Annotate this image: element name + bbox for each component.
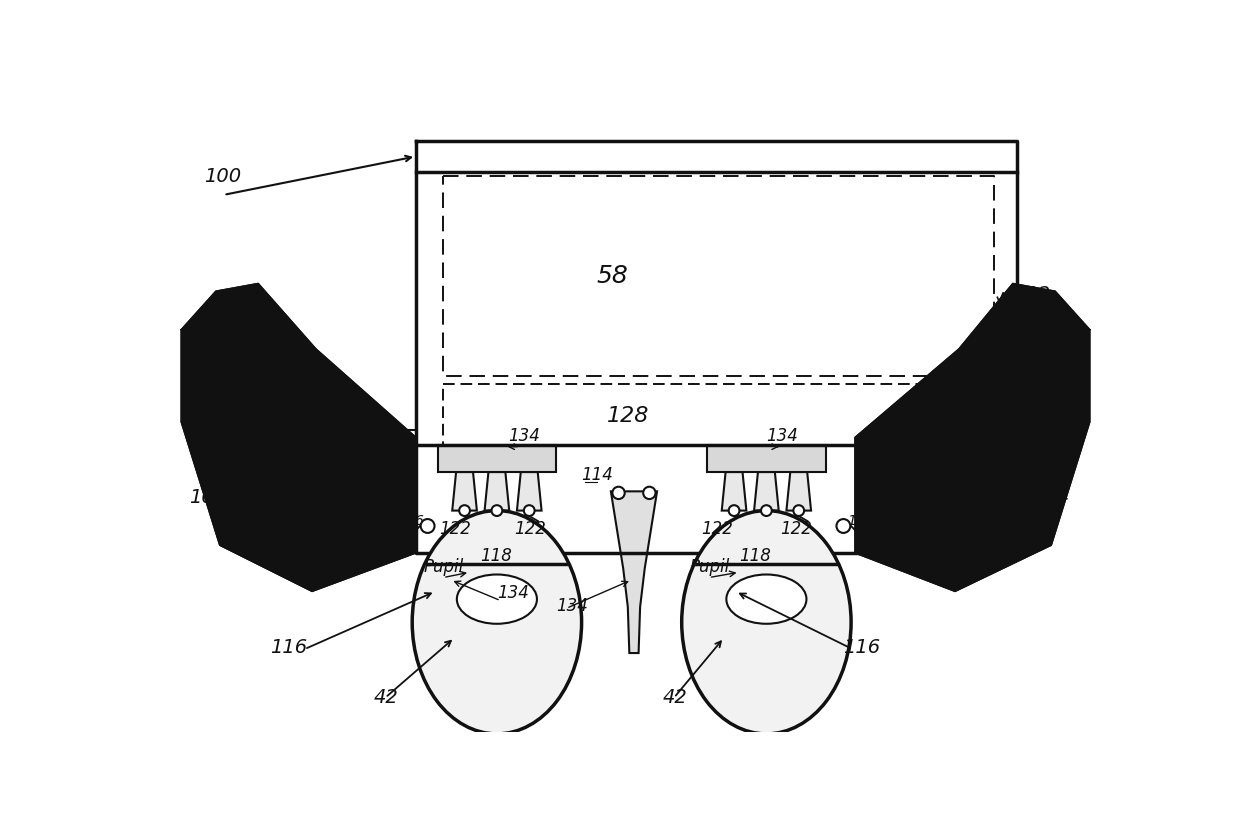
Ellipse shape: [456, 575, 537, 624]
Circle shape: [729, 506, 739, 516]
Text: 122: 122: [513, 520, 546, 538]
Circle shape: [613, 487, 625, 499]
Ellipse shape: [682, 510, 851, 734]
Polygon shape: [745, 570, 787, 587]
Polygon shape: [786, 472, 811, 510]
Circle shape: [761, 506, 771, 516]
Text: 114: 114: [582, 466, 614, 484]
Circle shape: [459, 506, 470, 516]
Text: 58: 58: [596, 265, 629, 289]
Polygon shape: [485, 472, 510, 510]
Polygon shape: [611, 492, 657, 653]
Polygon shape: [754, 472, 779, 510]
Circle shape: [644, 487, 656, 499]
Text: 134: 134: [557, 597, 588, 615]
Polygon shape: [438, 446, 557, 472]
Polygon shape: [854, 284, 1090, 592]
Polygon shape: [181, 284, 417, 592]
Text: 124/126: 124/126: [366, 514, 424, 528]
Text: 116: 116: [843, 638, 880, 657]
Circle shape: [491, 506, 502, 516]
Text: Pupil: Pupil: [689, 558, 729, 576]
Polygon shape: [453, 472, 477, 510]
Polygon shape: [898, 430, 967, 476]
Text: 104: 104: [1032, 488, 1069, 507]
Ellipse shape: [412, 510, 582, 734]
Circle shape: [794, 506, 804, 516]
Polygon shape: [722, 472, 746, 510]
Text: 116: 116: [270, 638, 306, 657]
Text: 122: 122: [701, 520, 733, 538]
Text: 134: 134: [497, 584, 528, 602]
Polygon shape: [476, 570, 517, 587]
Text: 122: 122: [439, 520, 471, 538]
Text: 134: 134: [508, 427, 541, 446]
Text: 118: 118: [480, 547, 512, 565]
Text: 124/126: 124/126: [847, 514, 905, 528]
Text: 42: 42: [662, 688, 687, 707]
Text: 132: 132: [254, 439, 286, 457]
Text: 42: 42: [373, 688, 398, 707]
Circle shape: [420, 519, 434, 533]
Polygon shape: [707, 446, 826, 472]
Text: 132: 132: [988, 439, 1021, 457]
Text: 118: 118: [739, 547, 771, 565]
Text: 104: 104: [188, 488, 226, 507]
Text: 122: 122: [780, 520, 812, 538]
Text: Pupil: Pupil: [424, 558, 464, 576]
Circle shape: [523, 506, 534, 516]
Text: 128: 128: [606, 406, 649, 426]
Text: 100: 100: [205, 167, 242, 186]
Text: 134: 134: [766, 427, 799, 446]
Circle shape: [837, 519, 851, 533]
Ellipse shape: [727, 575, 806, 624]
Polygon shape: [517, 472, 542, 510]
Polygon shape: [312, 430, 382, 476]
Text: 102: 102: [1013, 285, 1050, 304]
